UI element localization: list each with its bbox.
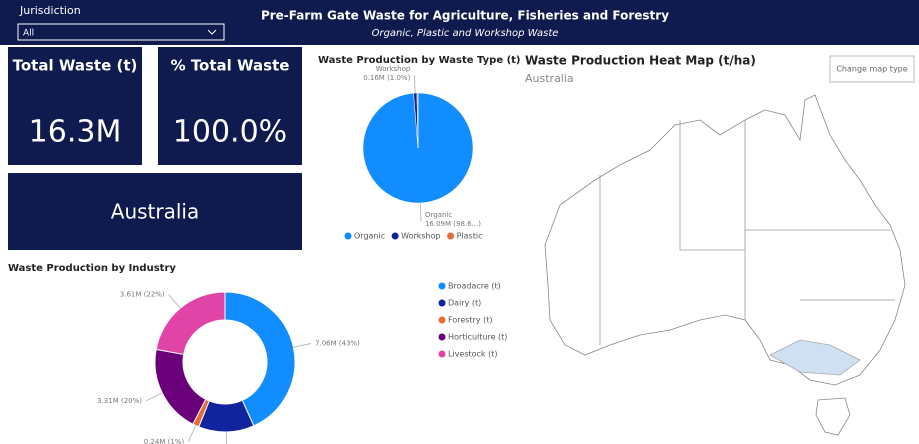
legend-label: Forestry (t): [448, 316, 493, 325]
legend-swatch: [438, 333, 446, 341]
legend-label: Broadacre (t): [448, 282, 501, 291]
filter-dropdown[interactable]: [17, 23, 225, 41]
legend-swatch: [447, 232, 455, 240]
slice: [416, 92, 419, 149]
leader-line: [145, 392, 163, 402]
australia-map: [544, 94, 906, 436]
chart-title: Waste Production by Industry: [8, 263, 176, 274]
card: [158, 47, 302, 165]
leader-line: [413, 75, 416, 94]
card-value: 100.0%: [173, 115, 287, 150]
legend-swatch: [438, 299, 446, 307]
region-card: [8, 173, 302, 250]
legend-label: Workshop: [401, 232, 440, 241]
data-label: 0.24M (1%): [144, 438, 185, 444]
data-label: 3.61M (22%): [120, 290, 165, 298]
slice-name: Organic: [425, 211, 452, 219]
legend-label: Livestock (t): [448, 350, 498, 359]
card-value: 16.3M: [29, 115, 122, 150]
data-label: 7.06M (43%): [315, 340, 360, 348]
leader-line: [293, 343, 312, 348]
legend-swatch: [391, 232, 399, 240]
map-type-button[interactable]: [829, 55, 915, 83]
leader-line: [419, 202, 422, 221]
legend-label: Horticulture (t): [448, 333, 507, 342]
borders: [599, 120, 895, 345]
legend-label: Organic: [354, 232, 385, 241]
region-shade: [769, 339, 861, 376]
leader-line: [187, 425, 197, 443]
card-title: Total Waste (t): [13, 57, 138, 75]
data-label: 16.09M (98.6...): [425, 220, 481, 228]
legend-swatch: [438, 350, 446, 358]
slice: [224, 291, 296, 427]
dashboard-subtitle: Organic, Plastic and Workshop Waste: [372, 28, 559, 39]
legend-swatch: [344, 232, 352, 240]
map-subtitle: Australia: [525, 72, 574, 85]
legend-label: Plastic: [457, 232, 483, 241]
filter-label: Jurisdiction: [19, 4, 81, 17]
mainland: [544, 94, 906, 386]
filter-value: All: [23, 29, 34, 39]
data-label: 3.31M (20%): [97, 397, 142, 405]
dashboard-title: Pre-Farm Gate Waste for Agriculture, Fis…: [261, 9, 669, 23]
card: [8, 47, 142, 165]
legend-label: Dairy (t): [448, 299, 481, 308]
tasmania: [815, 397, 851, 436]
chart-title: Waste Production by Waste Type (t): [318, 55, 521, 66]
dropdown-arrow: [207, 29, 217, 35]
region-value: Australia: [111, 200, 199, 224]
slice: [155, 291, 226, 356]
slice-name: Workshop: [376, 65, 411, 73]
leader-line: [168, 294, 181, 309]
map-title: Waste Production Heat Map (t/ha): [525, 54, 756, 68]
legend-swatch: [438, 316, 446, 324]
card-title: % Total Waste: [171, 57, 290, 75]
button-label: Change map type: [836, 65, 907, 74]
data-label: 0.16M (1.0%): [363, 74, 410, 82]
legend-swatch: [438, 282, 446, 290]
